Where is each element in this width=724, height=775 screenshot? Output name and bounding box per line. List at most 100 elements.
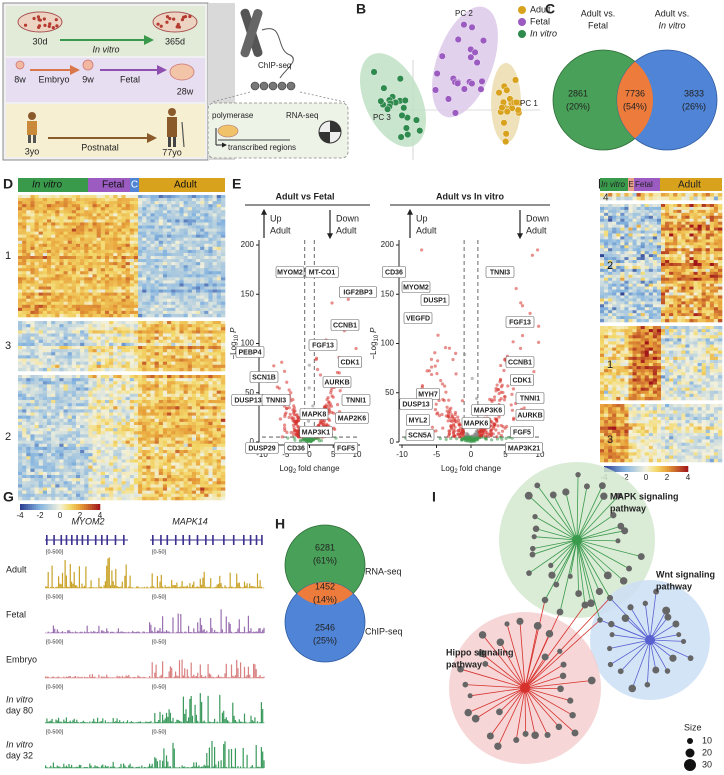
heatmap-cell bbox=[217, 352, 221, 355]
heatmap-cell bbox=[35, 422, 39, 425]
heatmap-cell bbox=[30, 198, 34, 201]
heatmap-cell bbox=[155, 244, 159, 247]
heatmap-cell bbox=[51, 419, 55, 422]
heatmap-cell bbox=[93, 497, 97, 500]
heatmap-cell bbox=[113, 265, 117, 268]
heatmap-cell bbox=[101, 444, 105, 447]
heatmap-cell bbox=[188, 210, 192, 213]
heatmap-cell bbox=[117, 394, 121, 397]
heatmap-cell bbox=[35, 349, 39, 352]
heatmap-cell bbox=[59, 222, 63, 225]
heatmap-cell bbox=[146, 422, 150, 425]
heatmap-cell bbox=[59, 484, 63, 487]
heatmap-cell bbox=[155, 422, 159, 425]
heatmap-cell bbox=[84, 207, 88, 210]
heatmap-cell bbox=[64, 406, 68, 409]
heatmap-cell bbox=[204, 481, 208, 484]
heatmap-cell bbox=[113, 256, 117, 259]
heatmap-cell bbox=[105, 213, 109, 216]
heatmap-cell bbox=[221, 349, 225, 352]
heatmap-cell bbox=[72, 434, 76, 437]
heatmap-cell bbox=[159, 352, 163, 355]
heatmap-cell bbox=[26, 375, 30, 378]
heatmap-cell bbox=[101, 195, 105, 198]
heatmap-cell bbox=[159, 327, 163, 330]
heatmap-cell bbox=[155, 419, 159, 422]
heatmap-cell bbox=[167, 308, 171, 311]
heatmap-cell bbox=[18, 210, 22, 213]
heatmap-cell bbox=[39, 293, 43, 296]
heatmap-cell bbox=[213, 247, 217, 250]
heatmap-cell bbox=[109, 271, 113, 274]
heatmap-cell bbox=[200, 244, 204, 247]
heatmap-cell bbox=[159, 459, 163, 462]
heatmap-cell bbox=[109, 210, 113, 213]
heatmap-cell bbox=[208, 362, 212, 365]
heatmap-cell bbox=[26, 327, 30, 330]
heatmap-cell bbox=[196, 334, 200, 337]
cell bbox=[168, 17, 171, 20]
heatmap-cell bbox=[213, 296, 217, 299]
heatmap-cell bbox=[18, 422, 22, 425]
heatmap-cell bbox=[22, 472, 26, 475]
heatmap-cell bbox=[142, 438, 146, 441]
heatmap-cell bbox=[179, 352, 183, 355]
heatmap-cell bbox=[134, 453, 138, 456]
heatmap-cell bbox=[138, 314, 142, 317]
heatmap-cell bbox=[109, 368, 113, 371]
heatmap-cell bbox=[155, 494, 159, 497]
heatmap-cell bbox=[64, 388, 68, 391]
heatmap-cell bbox=[117, 213, 121, 216]
heatmap-cell bbox=[113, 324, 117, 327]
heatmap-cell bbox=[146, 204, 150, 207]
heatmap-cell bbox=[43, 384, 47, 387]
heatmap-cell bbox=[80, 277, 84, 280]
heatmap-cell bbox=[159, 244, 163, 247]
heatmap-cell bbox=[204, 241, 208, 244]
heatmap-cell bbox=[204, 250, 208, 253]
heatmap-cell bbox=[200, 314, 204, 317]
heatmap-cell bbox=[150, 416, 154, 419]
heatmap-cell bbox=[47, 271, 51, 274]
heatmap-cell bbox=[18, 441, 22, 444]
heatmap-cell bbox=[159, 488, 163, 491]
heatmap-cell bbox=[113, 394, 117, 397]
heatmap-cell bbox=[142, 340, 146, 343]
heatmap-cell bbox=[122, 343, 126, 346]
heatmap-cell bbox=[59, 195, 63, 198]
heatmap-cell bbox=[200, 494, 204, 497]
heatmap-cell bbox=[192, 355, 196, 358]
heatmap-cell bbox=[204, 450, 208, 453]
heatmap-cell bbox=[105, 283, 109, 286]
heatmap-cell bbox=[30, 481, 34, 484]
heatmap-cell bbox=[122, 321, 126, 324]
heatmap-cell bbox=[18, 216, 22, 219]
heatmap-cell bbox=[80, 431, 84, 434]
heatmap-cell bbox=[159, 481, 163, 484]
heatmap-cell bbox=[171, 265, 175, 268]
heatmap-cell bbox=[35, 434, 39, 437]
heatmap-cell bbox=[93, 314, 97, 317]
heatmap-cell bbox=[134, 299, 138, 302]
heatmap-cell bbox=[47, 428, 51, 431]
heatmap-cell bbox=[80, 250, 84, 253]
heatmap-cell bbox=[59, 425, 63, 428]
heatmap-cell bbox=[167, 425, 171, 428]
heatmap-cell bbox=[146, 434, 150, 437]
heatmap-cell bbox=[188, 384, 192, 387]
heatmap-cell bbox=[213, 459, 217, 462]
heatmap-cell bbox=[93, 250, 97, 253]
heatmap-cell bbox=[76, 274, 80, 277]
heatmap-cell bbox=[51, 378, 55, 381]
heatmap-cell bbox=[171, 330, 175, 333]
heatmap-cell bbox=[138, 324, 142, 327]
heatmap-cell bbox=[192, 204, 196, 207]
heatmap-cell bbox=[192, 268, 196, 271]
heatmap-cell bbox=[134, 365, 138, 368]
heatmap-cell bbox=[179, 241, 183, 244]
heatmap-cell bbox=[138, 428, 142, 431]
heatmap-cell bbox=[200, 413, 204, 416]
heatmap-cell bbox=[126, 340, 130, 343]
heatmap-cell bbox=[138, 201, 142, 204]
heatmap-cell bbox=[35, 368, 39, 371]
